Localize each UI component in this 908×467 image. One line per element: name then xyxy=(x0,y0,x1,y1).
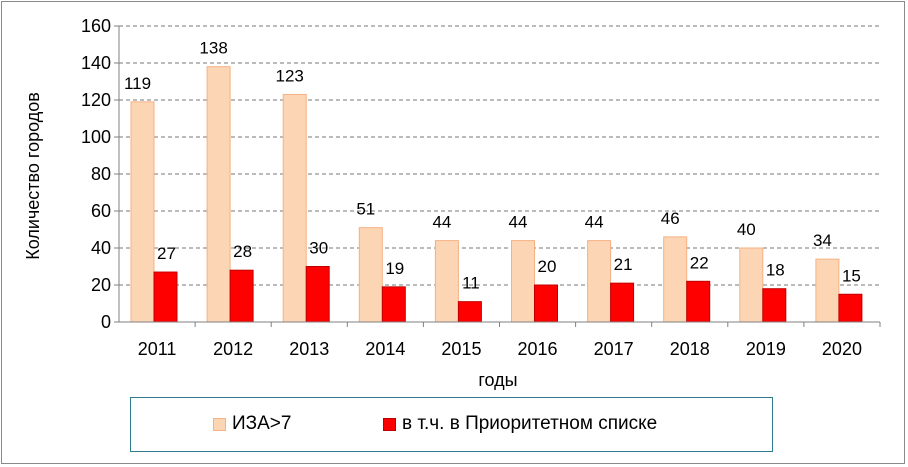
y-tick-label: 40 xyxy=(91,238,111,258)
y-tick-label: 160 xyxy=(81,16,111,36)
data-label: 22 xyxy=(690,253,709,272)
bar-priority xyxy=(153,271,178,323)
bar-priority xyxy=(381,286,406,323)
legend-item-iza: ИЗА>7 xyxy=(213,413,291,435)
x-tick-label: 2016 xyxy=(518,339,558,359)
x-tick-label: 2017 xyxy=(594,339,634,359)
y-tick-label: 0 xyxy=(101,312,111,332)
x-tick-label: 2014 xyxy=(365,339,405,359)
bar-priority xyxy=(229,269,254,323)
data-label: 138 xyxy=(199,39,227,58)
data-label: 11 xyxy=(462,274,480,293)
bar-iza xyxy=(663,236,688,323)
data-label: 51 xyxy=(356,200,375,219)
data-label: 123 xyxy=(276,66,304,85)
bar-priority xyxy=(534,284,558,323)
x-tick-label: 2015 xyxy=(441,339,481,359)
x-tick-label: 2012 xyxy=(213,339,253,359)
x-tick-label: 2020 xyxy=(822,339,862,359)
y-tick-label: 80 xyxy=(91,164,111,184)
bars xyxy=(130,66,863,323)
x-tick-label: 2019 xyxy=(746,339,786,359)
data-label: 21 xyxy=(614,255,633,274)
data-label: 18 xyxy=(766,261,785,280)
data-label: 44 xyxy=(585,213,604,232)
legend-item-priority: в т.ч. в Приоритетном списке xyxy=(383,413,657,435)
bar-iza xyxy=(739,247,764,323)
y-tick-label: 20 xyxy=(91,275,111,295)
bar-priority xyxy=(762,288,787,323)
x-axis-title: годы xyxy=(478,370,517,390)
bar-iza xyxy=(206,66,231,323)
bar-iza xyxy=(511,240,535,323)
bar-iza xyxy=(130,101,155,323)
data-labels: 119 27 138 28 123 30 51 19 44 11 44 20 44 21 46 22 40 18 3… xyxy=(124,39,861,293)
data-label: 40 xyxy=(737,220,756,239)
y-tick-label: 120 xyxy=(81,90,111,110)
data-label: 34 xyxy=(813,231,832,250)
bar-iza xyxy=(587,240,612,323)
x-tick-label: 2018 xyxy=(670,339,710,359)
y-tick-label: 60 xyxy=(91,201,111,221)
data-label: 30 xyxy=(309,239,328,258)
legend-swatch-iza xyxy=(213,417,226,431)
data-label: 44 xyxy=(432,213,451,232)
data-label: 15 xyxy=(842,266,861,285)
bar-iza xyxy=(434,240,459,323)
y-tick-label: 100 xyxy=(81,127,111,147)
bar-priority xyxy=(610,282,635,323)
bar-priority xyxy=(838,293,863,323)
legend-swatch-priority xyxy=(383,417,396,431)
y-axis-title: Количество городов xyxy=(23,92,43,260)
legend-label-priority: в т.ч. в Приоритетном списке xyxy=(402,413,658,434)
data-label: 46 xyxy=(661,209,680,228)
bar-priority xyxy=(686,280,711,323)
bar-iza xyxy=(358,227,383,323)
legend: ИЗА>7 в т.ч. в Приоритетном списке xyxy=(130,397,773,452)
data-label: 119 xyxy=(124,74,151,93)
data-label: 27 xyxy=(157,244,176,263)
bar-priority xyxy=(305,266,330,323)
x-tick-label: 2011 xyxy=(138,339,177,359)
x-tick-label: 2013 xyxy=(289,339,329,359)
data-label: 20 xyxy=(538,257,557,276)
y-tick-label: 140 xyxy=(81,53,111,73)
legend-label-iza: ИЗА>7 xyxy=(232,413,292,434)
bar-iza xyxy=(282,93,307,323)
bar-priority xyxy=(457,301,482,323)
data-label: 19 xyxy=(385,259,404,278)
bar-iza xyxy=(815,258,840,323)
data-label: 28 xyxy=(233,242,252,261)
data-label: 44 xyxy=(509,213,528,232)
